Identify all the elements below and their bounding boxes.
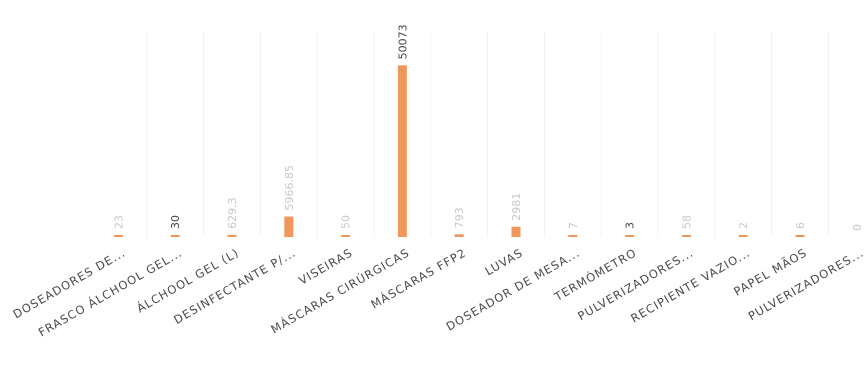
value-label: 58 xyxy=(680,215,693,229)
value-label: 6 xyxy=(794,222,807,229)
value-label: 2 xyxy=(737,222,750,229)
value-label: 5966.85 xyxy=(283,165,296,211)
bar xyxy=(795,235,805,237)
value-label: 629.3 xyxy=(226,197,239,229)
category-labels: DOSEADORES DE...FRASCO ÁLCHOOL GEL...ÁLC… xyxy=(10,245,866,340)
value-label: 793 xyxy=(453,207,466,228)
value-label: 0 xyxy=(851,224,864,231)
bar xyxy=(738,235,748,237)
bar xyxy=(341,235,351,237)
bar xyxy=(170,235,180,237)
value-label: 2981 xyxy=(510,193,523,221)
category-label: MÁSCARAS FFP2 xyxy=(368,245,469,312)
bar xyxy=(511,226,521,237)
grid-lines xyxy=(146,30,829,237)
bar xyxy=(568,235,578,237)
bar xyxy=(625,235,635,237)
bar xyxy=(227,234,237,237)
value-label: 30 xyxy=(169,215,182,229)
category-label: LUVAS xyxy=(483,245,526,278)
value-label: 50073 xyxy=(396,24,409,59)
bar xyxy=(113,235,123,237)
bar xyxy=(397,65,407,238)
value-label: 23 xyxy=(112,215,125,229)
value-label: 7 xyxy=(567,222,580,229)
value-label: 3 xyxy=(624,222,637,229)
bars xyxy=(113,65,805,238)
value-label: 50 xyxy=(340,215,353,229)
bar xyxy=(284,216,294,237)
bar xyxy=(681,235,691,237)
bar xyxy=(454,234,464,237)
value-labels: 23 30 629.3 5966.85 50 50073 793 2981 7 3 58 2 6 0 xyxy=(112,24,863,231)
